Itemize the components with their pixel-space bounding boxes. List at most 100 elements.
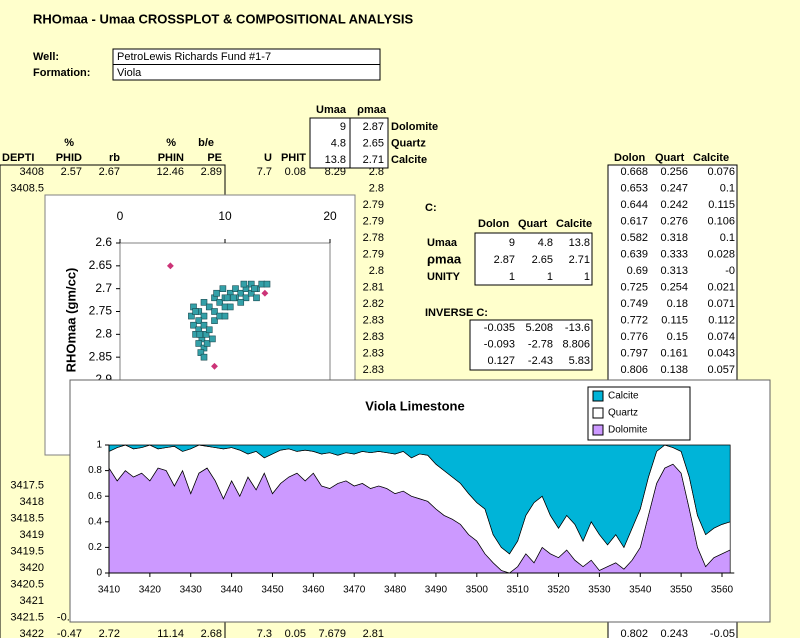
- well-label: Well:: [33, 51, 59, 63]
- cell: 3419.5: [10, 545, 44, 557]
- point: [230, 294, 237, 302]
- x-tick-label: 3440: [220, 585, 243, 596]
- c-title: C:: [425, 202, 437, 214]
- y-tick-label: 0.6: [88, 491, 102, 502]
- c-cell: 2.71: [569, 254, 590, 266]
- right-cell: 0.802: [620, 628, 648, 638]
- page-title: RHOmaa - Umaa CROSSPLOT & COMPOSITIONAL …: [33, 11, 414, 26]
- cell: 7.3: [257, 628, 272, 638]
- cell: 2.79: [363, 248, 384, 260]
- x-tick-label: 10: [218, 209, 232, 223]
- minerals-cell: 4.8: [331, 137, 346, 149]
- inverse-box: [469, 319, 593, 371]
- right-cell: 0.313: [660, 265, 688, 277]
- y-tick-label: 0.2: [88, 542, 102, 553]
- c-cell: 1: [584, 271, 590, 283]
- point: [166, 262, 174, 270]
- right-cell: 0.797: [620, 347, 648, 359]
- c-row-label: UNITY: [427, 271, 461, 283]
- right-cell: 0.18: [667, 298, 688, 310]
- x-tick-label: 3450: [261, 585, 284, 596]
- cell: 2.83: [363, 331, 384, 343]
- x-tick-label: 3520: [547, 585, 570, 596]
- x-tick-label: 3410: [98, 585, 121, 596]
- unit-label: %: [64, 137, 74, 149]
- legend-label: Dolomite: [608, 425, 648, 436]
- cell: 2.79: [363, 215, 384, 227]
- cell: 3419: [20, 529, 44, 541]
- cell: 2.83: [363, 364, 384, 376]
- column-header: PHIN: [158, 152, 184, 164]
- cell: 0.05: [285, 628, 306, 638]
- right-cell: 0.653: [620, 182, 648, 194]
- point: [205, 326, 213, 334]
- c-cell: 2.65: [532, 254, 553, 266]
- right-cell: 0.617: [620, 215, 648, 227]
- inverse-cell: -0.093: [484, 338, 515, 350]
- right-cell: 0.242: [660, 199, 688, 211]
- cell: 3417.5: [10, 479, 44, 491]
- point: [263, 280, 271, 288]
- minerals-cell: 2.87: [363, 121, 384, 133]
- point: [211, 317, 218, 324]
- minerals-header: ρmaa: [357, 104, 387, 116]
- cell: 3422: [20, 628, 44, 638]
- cell: 2.8: [369, 182, 384, 194]
- right-cell: 0.161: [660, 347, 688, 359]
- plot-area: [119, 242, 331, 401]
- y-tick-label: 2.7: [95, 281, 112, 295]
- point: [223, 294, 231, 302]
- right-cell: 0.115: [708, 199, 735, 211]
- right-cell: 0.028: [707, 248, 735, 260]
- x-tick-label: 3420: [139, 585, 162, 596]
- c-header: Dolon: [478, 218, 509, 230]
- column-header: PE: [207, 152, 222, 164]
- right-cell: -0.05: [710, 628, 735, 638]
- cell: 3421: [20, 595, 44, 607]
- right-cell: 0.725: [620, 281, 648, 293]
- x-tick-label: 20: [323, 209, 337, 223]
- cell: 3408.5: [10, 182, 44, 194]
- chart-title: Viola Limestone: [365, 398, 464, 413]
- cell: 2.8: [369, 166, 384, 178]
- column-header: U: [264, 152, 272, 164]
- point: [237, 299, 245, 306]
- right-cell: 0.138: [660, 364, 688, 376]
- x-tick-label: 3540: [629, 585, 652, 596]
- right-cell: 0.15: [667, 331, 688, 343]
- point: [196, 331, 204, 338]
- c-header: Quart: [518, 218, 548, 230]
- right-cell: 0.276: [660, 215, 688, 227]
- cell: 2.8: [369, 265, 384, 277]
- legend-label: Quartz: [608, 408, 638, 419]
- right-cell: 0.071: [707, 298, 735, 310]
- right-cell: 0.582: [620, 232, 648, 244]
- formation-label: Formation:: [33, 67, 90, 79]
- right-cell: 0.644: [620, 199, 648, 211]
- point: [213, 289, 220, 297]
- right-cell: 0.057: [707, 364, 735, 376]
- right-cell: 0.021: [707, 281, 735, 293]
- right-cell: 0.247: [660, 182, 688, 194]
- y-tick-label: 2.65: [89, 258, 113, 272]
- area: [108, 444, 731, 555]
- right-cell: 0.639: [620, 248, 648, 260]
- area-chart-window: Viola Limestone 3410 3420 3430 3440 3450 3460 3…: [69, 379, 771, 623]
- point: [251, 285, 258, 292]
- point: [253, 294, 260, 302]
- right-header: Quart: [655, 152, 685, 164]
- point: [237, 289, 245, 297]
- cell: 2.83: [363, 314, 384, 326]
- c-row-label: ρmaa: [427, 251, 462, 266]
- minerals-cell: 13.8: [325, 154, 346, 166]
- x-tick-label: 3430: [180, 585, 203, 596]
- cell: 3420.5: [10, 578, 44, 590]
- right-cell: 0.776: [620, 331, 648, 343]
- cell: 2.79: [363, 199, 384, 211]
- mineral-name: Quartz: [391, 137, 426, 149]
- cell: 3418.5: [10, 512, 44, 524]
- right-header: Dolon: [614, 152, 645, 164]
- point: [200, 299, 208, 306]
- point: [200, 353, 208, 361]
